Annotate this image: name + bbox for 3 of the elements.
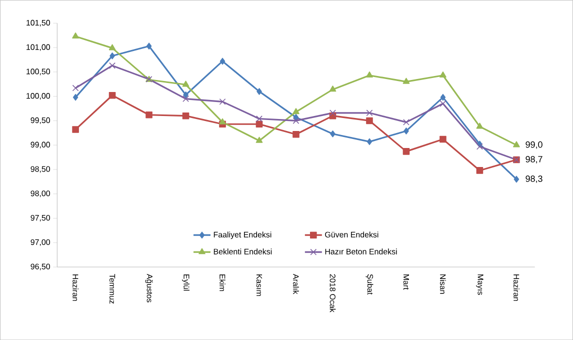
- data-label: 98,7: [526, 156, 542, 164]
- data-label: 99,0: [526, 141, 542, 149]
- data-label: 98,3: [526, 175, 542, 183]
